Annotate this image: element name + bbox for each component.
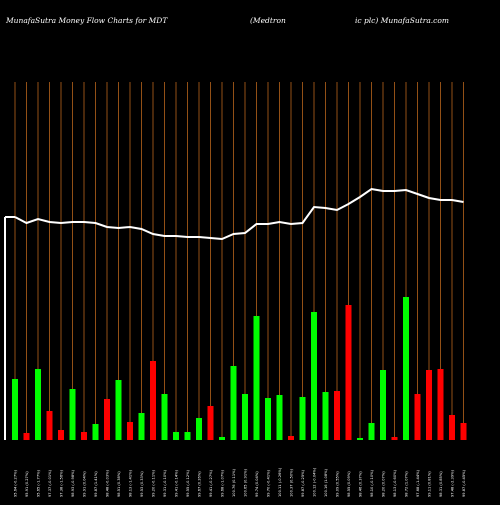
money-flow-bar: [357, 438, 363, 440]
x-tick-label: 100.11 (-0.26%): [278, 467, 282, 497]
x-tick-label: 97.38 (-1.56%): [60, 469, 64, 497]
money-flow-bar: [426, 370, 432, 440]
x-tick-label: 99.87 (-0.25%): [301, 469, 305, 497]
x-tick-label: 99.74 (0.04%): [255, 471, 259, 497]
x-tick-label: 97.48 (-2.39%): [451, 469, 455, 497]
x-tick-label: 100.65 (0.91%): [244, 468, 248, 497]
x-tick-label: 99.41 (-0.14%): [175, 469, 179, 497]
money-flow-bar: [345, 305, 352, 440]
money-flow-bar: [150, 361, 156, 440]
grid-lines: [14, 82, 464, 440]
money-flow-bar: [58, 430, 64, 440]
money-flow-bar: [207, 406, 214, 440]
x-tick-label: 98.55 (0.09%): [347, 471, 351, 497]
x-tick-label: 99.41 (-0.27%): [209, 469, 213, 497]
x-tick-label: 95.65 (-1.77%): [37, 469, 41, 497]
x-tick-label: 98.20 (0.07%): [382, 471, 386, 497]
money-flow-bar: [437, 369, 444, 440]
money-flow-bar: [196, 418, 202, 440]
x-tick-label: 100.76 (0.11%): [232, 468, 236, 497]
x-tick-label: 98.93 (-0.98%): [71, 469, 75, 497]
money-flow-bar: [81, 432, 87, 440]
money-flow-bar: [380, 370, 386, 440]
money-flow-bar: [288, 436, 294, 440]
money-flow-bar: [253, 316, 260, 440]
money-flow-bar: [127, 422, 133, 440]
money-flow-bar: [219, 437, 225, 440]
money-flow-bar: [449, 415, 455, 440]
money-flow-bar: [334, 391, 340, 440]
x-tick-label: 99.70 (-0.41%): [267, 469, 271, 497]
money-flow-bar: [460, 423, 467, 440]
x-tick-labels: 95.64 (-0.27%) 95.91 (0.27%) 95.65 (-1.77%…: [14, 467, 467, 497]
x-tick-label: 98.31 (0.85%): [439, 471, 443, 497]
money-flow-bar: [322, 392, 329, 440]
money-flow-bar: [299, 397, 306, 440]
x-tick-label: 99.31 (-0.10%): [163, 469, 167, 497]
money-flow-bar: [104, 399, 110, 440]
price-line: [14, 187, 464, 241]
money-flow-bar: [391, 437, 398, 440]
money-flow-bar: [368, 423, 375, 440]
x-tick-label: 98.10 (-0.10%): [370, 469, 374, 497]
x-tick-label: 99.87 (-0.45%): [462, 469, 466, 497]
money-flow-bars: [12, 297, 467, 440]
money-flow-bar: [12, 379, 18, 440]
x-tick-label: 99.09 (0.55%): [336, 471, 340, 497]
money-flow-bar: [23, 433, 30, 440]
x-tick-label: 99.11 (0.81%): [428, 471, 432, 497]
money-flow-bar: [403, 297, 409, 440]
money-flow-bar: [161, 394, 168, 440]
money-flow-bar: [184, 432, 191, 440]
x-tick-label: 97.37 (-0.01%): [48, 469, 52, 497]
x-tick-label: 98.48 (-0.03%): [106, 469, 110, 497]
x-tick-label: 99.67 (0.26%): [198, 471, 202, 497]
x-tick-label: 99.55 (-0.12%): [186, 469, 190, 497]
header-right: ic plc) MunafaSutra.com: [355, 16, 449, 25]
money-flow-bar: [276, 395, 283, 440]
money-flow-bar: [311, 312, 317, 440]
money-flow-bar: [46, 411, 53, 440]
x-tick-label: 99.20 (-0.11%): [152, 469, 156, 497]
x-tick-label: 98.46 (0.37%): [359, 471, 363, 497]
x-tick-label: 99.87 (1.41%): [94, 471, 98, 497]
x-tick-label: 99.68 (-1.07%): [221, 469, 225, 497]
x-tick-label: 95.64 (-0.27%): [14, 469, 18, 497]
money-flow-bar: [265, 398, 271, 440]
x-tick-label: 97.68 (-1.44%): [416, 469, 420, 497]
price-line-layer: [4, 187, 464, 440]
money-flow-bar: [138, 413, 145, 440]
money-flow-bar: [242, 394, 248, 440]
x-tick-label: 98.13 (-1.41%): [129, 469, 133, 497]
money-flow-bar: [173, 432, 179, 440]
money-flow-bar: [92, 424, 99, 440]
money-flow-bar: [115, 380, 122, 440]
money-flow-bar: [69, 389, 76, 440]
money-flow-bar: [35, 369, 41, 440]
x-tick-label: 100.16 (1.08%): [324, 468, 328, 497]
x-tick-label: 99.91 (0.04%): [83, 471, 87, 497]
x-tick-label: 99.53 (0.33%): [140, 471, 144, 497]
x-tick-label: 100.12 (-0.04%): [313, 467, 317, 497]
x-tick-label: 100.37 (0.50%): [290, 468, 294, 497]
x-tick-label: 98.13 (-0.60%): [393, 469, 397, 497]
money-flow-bar: [230, 366, 237, 440]
header-middle: (Medtron: [250, 16, 286, 25]
x-tick-label: 98.72 (1.07%): [405, 471, 409, 497]
money-flow-bar: [414, 394, 421, 440]
x-tick-label: 98.51 (0.38%): [117, 471, 121, 497]
x-tick-label: 95.91 (0.27%): [25, 471, 29, 497]
header-left: MunafaSutra Money Flow Charts for MDT: [5, 16, 168, 25]
